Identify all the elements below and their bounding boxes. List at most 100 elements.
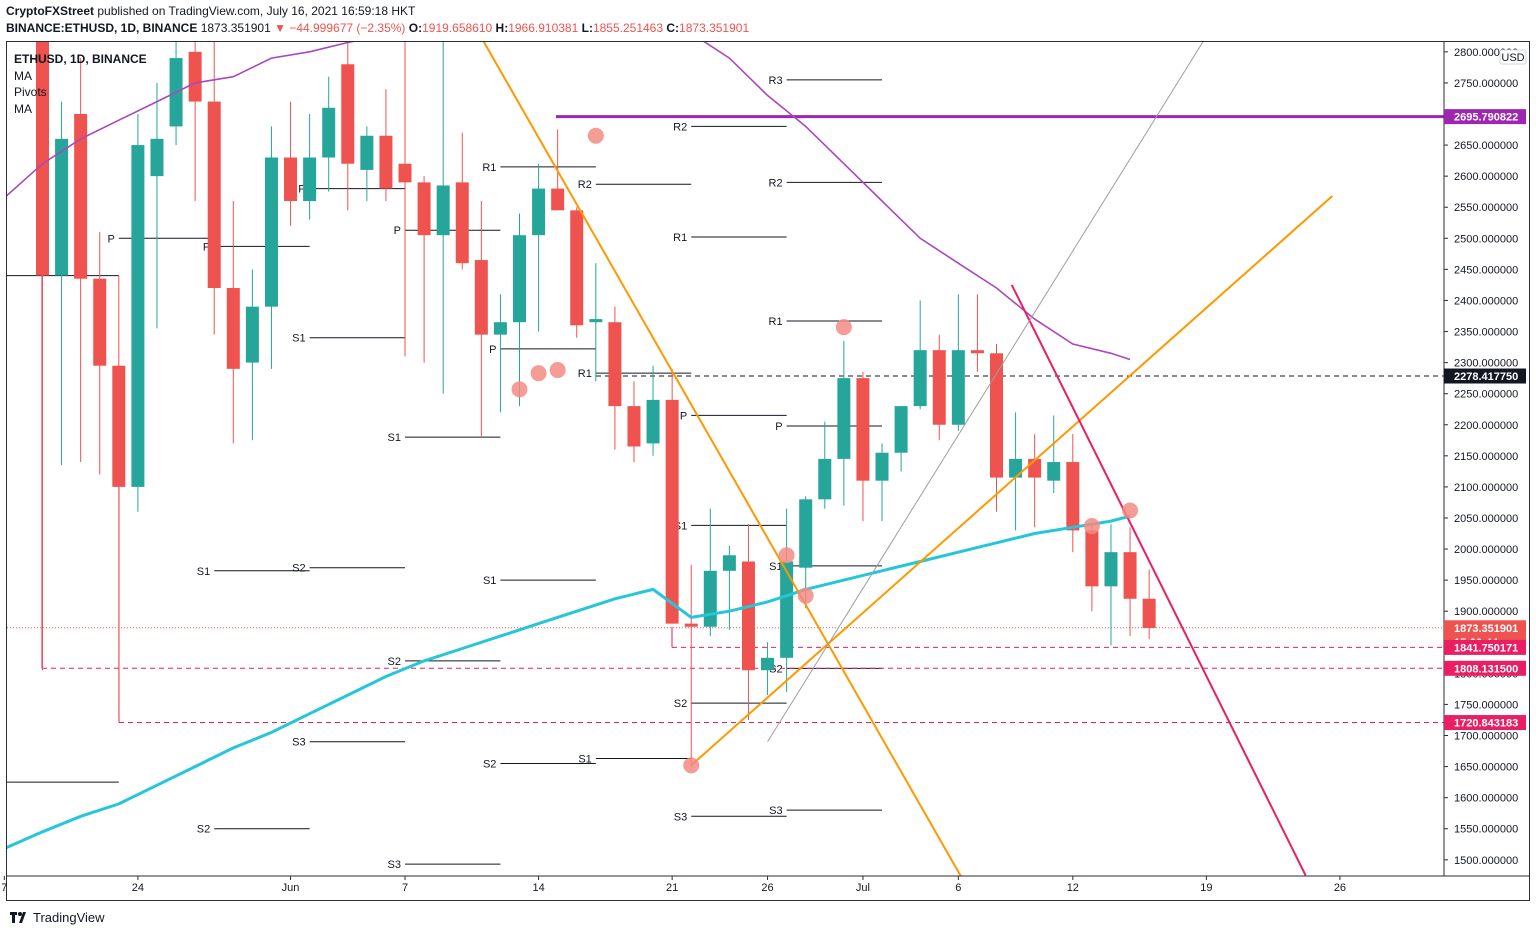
candle bbox=[207, 42, 221, 335]
candle-body bbox=[589, 319, 603, 323]
candle bbox=[951, 294, 965, 431]
y-tick-label: 2450.000000 bbox=[1454, 264, 1518, 276]
candle-body bbox=[93, 278, 107, 366]
candle bbox=[436, 42, 450, 394]
y-tick-label: 1950.000000 bbox=[1454, 575, 1518, 587]
candle bbox=[322, 76, 336, 192]
footer: TradingView bbox=[10, 910, 105, 925]
candle bbox=[169, 42, 183, 146]
price-badge-label: 1841.750171 bbox=[1454, 642, 1518, 654]
x-tick-label: 26 bbox=[1334, 882, 1346, 894]
candle-body bbox=[74, 114, 88, 279]
y-tick-label: 2200.000000 bbox=[1454, 420, 1518, 432]
x-tick-label: 12 bbox=[1067, 882, 1079, 894]
trend-line bbox=[690, 195, 1333, 767]
tradingview-brand[interactable]: TradingView bbox=[33, 910, 105, 925]
pivot-label: P bbox=[203, 241, 210, 253]
candle bbox=[1123, 527, 1137, 637]
candle bbox=[665, 368, 679, 624]
candle bbox=[990, 343, 1003, 512]
legend-ma-1[interactable]: MA bbox=[14, 68, 32, 83]
candle-body bbox=[322, 107, 336, 158]
candle bbox=[1142, 569, 1156, 640]
pivot-label: S3 bbox=[769, 805, 782, 817]
x-tick-label: 21 bbox=[666, 882, 678, 894]
candle bbox=[875, 443, 889, 522]
touch-marker bbox=[778, 547, 795, 564]
high-value: 1966.910381 bbox=[508, 21, 579, 35]
candle-body bbox=[226, 288, 240, 369]
candle-body bbox=[112, 365, 126, 487]
price-badge-label: 2278.417750 bbox=[1454, 371, 1518, 383]
candle-body bbox=[1028, 458, 1042, 478]
candle bbox=[646, 365, 660, 456]
pivot-label: P bbox=[298, 184, 305, 196]
candle-body bbox=[703, 570, 717, 627]
candle-body bbox=[474, 260, 488, 335]
candle bbox=[570, 207, 584, 338]
candle bbox=[379, 89, 393, 202]
symbol-label: BINANCE:ETHUSD, 1D, BINANCE bbox=[6, 21, 198, 35]
candle-body bbox=[1047, 462, 1061, 481]
pivot-label: S1 bbox=[388, 432, 401, 444]
y-tick-label: 1900.000000 bbox=[1454, 606, 1518, 618]
x-tick-label: 6 bbox=[955, 882, 961, 894]
candle bbox=[74, 58, 88, 463]
pivot-label: P bbox=[107, 233, 114, 245]
candle bbox=[264, 126, 278, 369]
candle-body bbox=[245, 306, 259, 363]
candle bbox=[455, 132, 469, 270]
price-badge bbox=[1444, 109, 1526, 125]
touch-marker bbox=[587, 127, 604, 144]
candle-body bbox=[513, 235, 526, 323]
touch-marker bbox=[549, 362, 566, 379]
candle bbox=[1085, 524, 1099, 612]
candle bbox=[360, 126, 374, 202]
indicator-legend: ETHUSD, 1D, BINANCE MA Pivots MA bbox=[14, 51, 147, 117]
publish-info: published on TradingView.com, July 16, 2… bbox=[94, 4, 416, 18]
pivot-label: S1 bbox=[292, 333, 305, 345]
candle bbox=[818, 421, 832, 509]
low-label: L: bbox=[581, 21, 593, 35]
chart-header: CryptoFXStreet published on TradingView.… bbox=[6, 4, 1526, 40]
ohlc-line: BINANCE:ETHUSD, 1D, BINANCE 1873.351901 … bbox=[6, 21, 749, 35]
touch-marker bbox=[1122, 502, 1139, 519]
pivot-label: R2 bbox=[578, 179, 592, 191]
candle bbox=[55, 101, 69, 466]
price-badge-label: 1720.843183 bbox=[1454, 718, 1518, 730]
price-change: ▼ −44.999677 (−2.35%) bbox=[274, 21, 406, 35]
high-label: H: bbox=[495, 21, 509, 35]
candle bbox=[112, 275, 126, 719]
candle bbox=[589, 263, 603, 382]
candle bbox=[627, 381, 641, 463]
pivot-label: R2 bbox=[769, 177, 783, 189]
candle-body bbox=[875, 452, 889, 481]
candle bbox=[513, 213, 526, 407]
price-badge-label: 1873.351901 bbox=[1454, 623, 1518, 635]
pivot-label: S1 bbox=[197, 566, 210, 578]
price-badge-label: 1808.131500 bbox=[1454, 663, 1518, 675]
candle bbox=[398, 42, 412, 357]
pivot-label: S3 bbox=[388, 859, 401, 871]
y-tick-label: 1500.000000 bbox=[1454, 855, 1518, 867]
pivot-label: S2 bbox=[483, 758, 496, 770]
candle-body bbox=[894, 406, 908, 453]
candle-body bbox=[818, 458, 832, 500]
candle bbox=[150, 82, 164, 329]
candle-body bbox=[799, 499, 813, 568]
candle-body bbox=[646, 399, 660, 444]
legend-pivots[interactable]: Pivots bbox=[14, 85, 47, 99]
candle bbox=[493, 294, 507, 413]
candle bbox=[36, 42, 49, 671]
candle-body bbox=[150, 138, 164, 177]
chart-frame bbox=[6, 41, 1530, 901]
pivot-label: R1 bbox=[673, 232, 687, 244]
y-tick-label: 1700.000000 bbox=[1454, 731, 1518, 743]
candle bbox=[1028, 434, 1042, 528]
trend-line bbox=[1010, 284, 1307, 876]
legend-ma-2[interactable]: MA bbox=[14, 101, 32, 116]
candle bbox=[188, 42, 202, 202]
pivot-label: R3 bbox=[769, 75, 783, 87]
y-tick-label: 2350.000000 bbox=[1454, 327, 1518, 339]
